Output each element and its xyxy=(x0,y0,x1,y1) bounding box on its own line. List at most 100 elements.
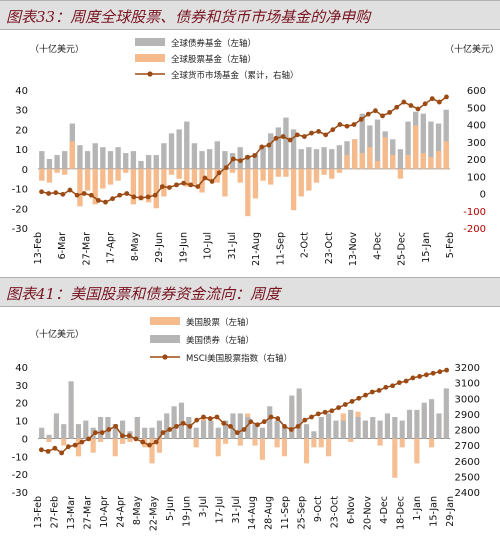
line-point xyxy=(86,436,92,442)
bar-全球股票基金（左轴） xyxy=(397,168,404,179)
bar-美国债券（左轴） xyxy=(68,381,74,439)
left-tick-label: 0 xyxy=(22,434,28,445)
bar-美国债券（左轴） xyxy=(200,420,207,439)
line-point xyxy=(245,154,250,160)
line-point xyxy=(358,116,364,122)
bar-美国债券（左轴） xyxy=(377,420,383,439)
line-point xyxy=(46,191,52,196)
line-point xyxy=(180,420,186,426)
x-tick-label: 27-Mar xyxy=(81,232,92,266)
bar-美国股票（左轴） xyxy=(97,438,104,442)
bar-全球股票基金（左轴） xyxy=(54,168,60,173)
bar-美国债券（左轴） xyxy=(149,427,155,439)
bar-美国股票（左轴） xyxy=(252,438,258,446)
x-tick-label: 17-Apr xyxy=(106,232,117,264)
line-point xyxy=(444,94,449,100)
bar-美国股票（左轴） xyxy=(149,438,155,464)
bar-全球债券基金（左轴） xyxy=(161,143,167,169)
line-point xyxy=(201,414,206,420)
right-tick-label: 600 xyxy=(467,86,486,97)
bar-全球债券基金（左轴） xyxy=(435,123,442,169)
line-point xyxy=(93,430,98,436)
bar-全球债券基金（左轴） xyxy=(130,151,137,169)
bar-美国债券（左轴） xyxy=(406,409,413,439)
left-tick-label: 10 xyxy=(15,417,28,428)
chart33-title-bar: 图表33：周度全球股票、债券和货币市场基金的净申购 xyxy=(0,0,500,30)
line-point xyxy=(160,430,166,436)
x-tick-label: 5-Jun xyxy=(165,496,176,521)
x-tick-label: 27-Feb xyxy=(49,496,60,528)
line-point xyxy=(113,423,119,429)
line-point xyxy=(417,373,423,379)
bar-美国股票（左轴） xyxy=(90,438,96,453)
bar-全球股票基金（左轴） xyxy=(367,147,373,169)
legend-swatch-0 xyxy=(150,317,180,325)
line-point xyxy=(430,370,436,376)
right-tick-label: 2400 xyxy=(455,488,480,499)
line-point xyxy=(337,122,343,127)
legend-marker xyxy=(162,354,168,360)
line-point xyxy=(287,137,293,143)
line-point xyxy=(365,111,371,117)
right-tick-label: -200 xyxy=(463,224,486,235)
bar-全球股票基金（左轴） xyxy=(390,155,396,169)
bar-美国股票（左轴） xyxy=(223,438,229,444)
legend-label-1: 全球股票基金（左轴） xyxy=(171,54,256,65)
bar-美国债券（左轴） xyxy=(296,388,302,439)
line-point xyxy=(174,182,179,188)
line-point xyxy=(275,416,281,421)
x-tick-label: 4-Dec xyxy=(372,232,383,260)
line-point xyxy=(202,175,208,181)
bar-美国股票（左轴） xyxy=(237,438,243,446)
bar-美国债券（左轴） xyxy=(303,424,310,439)
left-tick-label: -30 xyxy=(12,488,28,499)
x-tick-label: 23-Oct xyxy=(330,496,341,528)
x-tick-label: 27-Mar xyxy=(82,496,93,530)
line-point xyxy=(39,189,44,195)
line-point xyxy=(67,187,73,193)
left-unit-label: （十亿美元） xyxy=(30,43,84,55)
bar-美国债券（左轴） xyxy=(333,420,339,439)
right-tick-label: 100 xyxy=(467,172,486,183)
bar-全球股票基金（左轴） xyxy=(260,168,266,181)
bar-全球债券基金（左轴） xyxy=(184,121,190,169)
bar-全球股票基金（左轴） xyxy=(412,125,419,169)
x-tick-label: 13-Feb xyxy=(33,232,44,264)
line-point xyxy=(38,447,44,453)
bar-美国债券（左轴） xyxy=(178,402,185,439)
bar-全球股票基金（左轴） xyxy=(268,168,274,185)
bar-全球股票基金（左轴） xyxy=(405,155,411,169)
bar-全球股票基金（左轴） xyxy=(351,139,358,169)
bar-全球股票基金（左轴） xyxy=(428,157,434,169)
left-unit-label: （十亿美元） xyxy=(30,328,84,340)
line-point xyxy=(209,179,215,184)
bar-美国债券（左轴） xyxy=(245,417,251,439)
bar-全球债券基金（左轴） xyxy=(138,160,144,169)
bar-全球债券基金（左轴） xyxy=(420,113,426,169)
right-tick-label: 3100 xyxy=(455,379,480,390)
bar-美国股票（左轴） xyxy=(392,438,398,478)
bar-美国股票（左轴） xyxy=(348,438,354,442)
bar-全球股票基金（左轴） xyxy=(191,168,198,185)
line-point xyxy=(79,439,85,445)
bar-全球股票基金（左轴） xyxy=(46,168,53,183)
bar-美国债券（左轴） xyxy=(443,388,449,439)
line-point xyxy=(390,383,395,389)
bar-美国债券（左轴） xyxy=(83,420,89,439)
line-point xyxy=(295,423,301,429)
left-tick-label: -20 xyxy=(12,470,28,481)
bar-美国债券（左轴） xyxy=(134,417,140,439)
bar-美国股票（左轴） xyxy=(303,438,310,464)
bar-全球债券基金（左轴） xyxy=(123,153,129,169)
bar-全球股票基金（左轴） xyxy=(39,168,45,181)
bar-美国股票（左轴） xyxy=(127,438,133,442)
right-tick-label: 400 xyxy=(467,121,486,132)
bar-全球股票基金（左轴） xyxy=(145,168,152,203)
line-point xyxy=(351,122,357,127)
bar-全球债券基金（左轴） xyxy=(191,143,198,169)
bar-全球债券基金（左轴） xyxy=(252,153,259,169)
bar-美国债券（左轴） xyxy=(274,420,280,439)
bar-美国债券（左轴） xyxy=(112,424,118,439)
bar-全球股票基金（左轴） xyxy=(290,168,297,211)
bar-美国债券（左轴） xyxy=(311,431,317,439)
